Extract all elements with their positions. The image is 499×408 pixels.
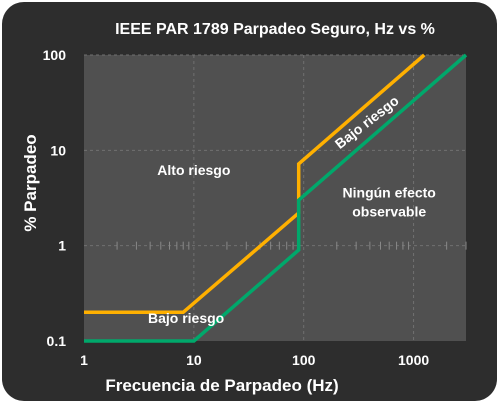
x-tick-label: 100 xyxy=(292,352,316,368)
annotation-label: Alto riesgo xyxy=(157,162,230,178)
x-tick-label: 1000 xyxy=(398,352,429,368)
chart-title: IEEE PAR 1789 Parpadeo Seguro, Hz vs % xyxy=(115,21,435,38)
annotation-line: Ningún efecto xyxy=(343,185,436,201)
annotation-label: Bajo riesgo xyxy=(148,310,224,326)
x-tick-label: 1 xyxy=(80,352,88,368)
grid-layer xyxy=(84,54,467,341)
y-tick-label: 0.1 xyxy=(47,333,67,349)
annotation-line: observable xyxy=(352,204,426,220)
x-tick-label: 10 xyxy=(186,352,202,368)
y-tick-label: 1 xyxy=(58,238,66,254)
x-axis-label: Frecuencia de Parpadeo (Hz) xyxy=(105,376,338,395)
annotation-line: Alto riesgo xyxy=(157,162,230,178)
y-tick-label: 100 xyxy=(43,47,67,63)
series-layer xyxy=(84,53,468,343)
series-line-green xyxy=(84,53,468,343)
annotation-label: Ningún efecto observable xyxy=(343,185,436,220)
plot-area xyxy=(84,55,466,341)
y-axis-label: % Parpadeo xyxy=(21,134,40,231)
ticks-layer: 1 10 100 1000 0.1 1 10 100 xyxy=(43,47,430,368)
y-tick-label: 10 xyxy=(50,142,66,158)
annotation-line: Bajo riesgo xyxy=(148,310,224,326)
